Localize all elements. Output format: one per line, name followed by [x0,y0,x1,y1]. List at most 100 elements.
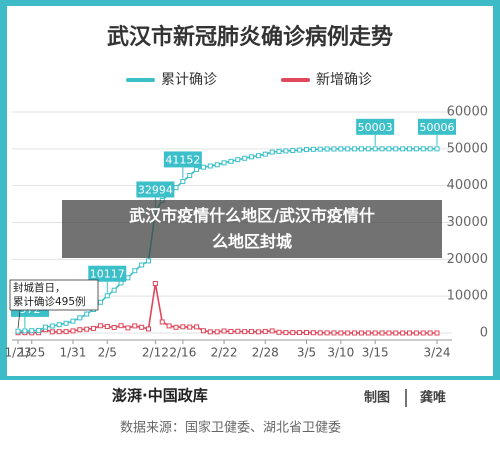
x-tick-label: 3/10 [327,346,354,360]
point [255,329,261,335]
point [400,146,406,152]
point [345,330,351,336]
point [379,146,385,152]
point [386,146,392,152]
point [125,325,131,331]
point [379,330,385,336]
point [407,330,413,336]
x-tick-label: 3/5 [297,346,316,360]
point [386,330,392,336]
point [207,163,213,169]
point [420,330,426,336]
point [372,330,378,336]
point [283,148,289,154]
point [221,328,227,334]
x-tick-label: 1/31 [59,346,86,360]
point [324,330,330,336]
overlay-line: 么地区封城 [211,232,292,251]
point [303,330,309,336]
point [331,146,337,152]
point [207,329,213,335]
point [49,323,55,329]
point [283,330,289,336]
point [173,185,179,191]
point [187,324,193,330]
point [331,330,337,336]
credit-label: 制图 [364,390,390,406]
point [434,330,440,336]
point [166,323,172,329]
point [365,330,371,336]
point [400,330,406,336]
point [180,324,186,330]
point [310,330,316,336]
point [365,146,371,152]
value-label: 41152 [165,153,200,166]
point [255,153,261,159]
value-label: 10117 [90,268,125,281]
point [303,147,309,153]
chart-title: 武汉市新冠肺炎确诊病例走势 [107,24,393,50]
point [427,146,433,152]
point [262,151,268,157]
point [97,299,103,305]
y-tick-label: 40000 [447,178,488,193]
point [434,146,440,152]
point [132,323,138,329]
point [358,330,364,336]
point [104,293,110,299]
point [22,328,28,334]
point [159,319,165,325]
point [111,287,117,293]
point [173,324,179,330]
point [200,164,206,170]
value-label: 32994 [138,183,173,196]
point [221,160,227,166]
point [262,328,268,334]
x-tick-label: 3/15 [362,346,389,360]
point [407,146,413,152]
point [77,327,83,333]
point [84,326,90,332]
point [200,328,206,334]
credit-name: 龚唯 [420,390,446,406]
point [228,329,234,335]
legend-label: 累计确诊 [161,72,217,88]
point [146,258,152,264]
point [29,328,35,334]
point [228,158,234,164]
point [56,322,62,328]
point [111,324,117,330]
point [345,146,351,152]
point [132,268,138,274]
point [84,311,90,317]
point [49,329,55,335]
y-tick-label: 20000 [447,252,488,267]
publisher: 澎湃·中国政库 [112,387,208,405]
point [324,146,330,152]
point [413,146,419,152]
value-label-box [163,151,202,168]
point [214,329,220,335]
point [235,157,241,163]
point [427,330,433,336]
point [214,162,220,168]
x-tick-label: 2/5 [98,346,117,360]
value-label-box [356,118,395,135]
annotation: 累计确诊495例 [13,295,86,308]
point [338,330,344,336]
point [310,146,316,152]
point [249,154,255,160]
point [63,329,69,335]
value-label-box [136,181,175,198]
point [180,178,186,184]
point [317,146,323,152]
point [70,318,76,324]
x-tick-label: 1/25 [18,346,45,360]
point [290,330,296,336]
x-tick-label: 2/16 [169,346,196,360]
point [15,328,21,334]
point [97,323,103,329]
point [187,173,193,179]
